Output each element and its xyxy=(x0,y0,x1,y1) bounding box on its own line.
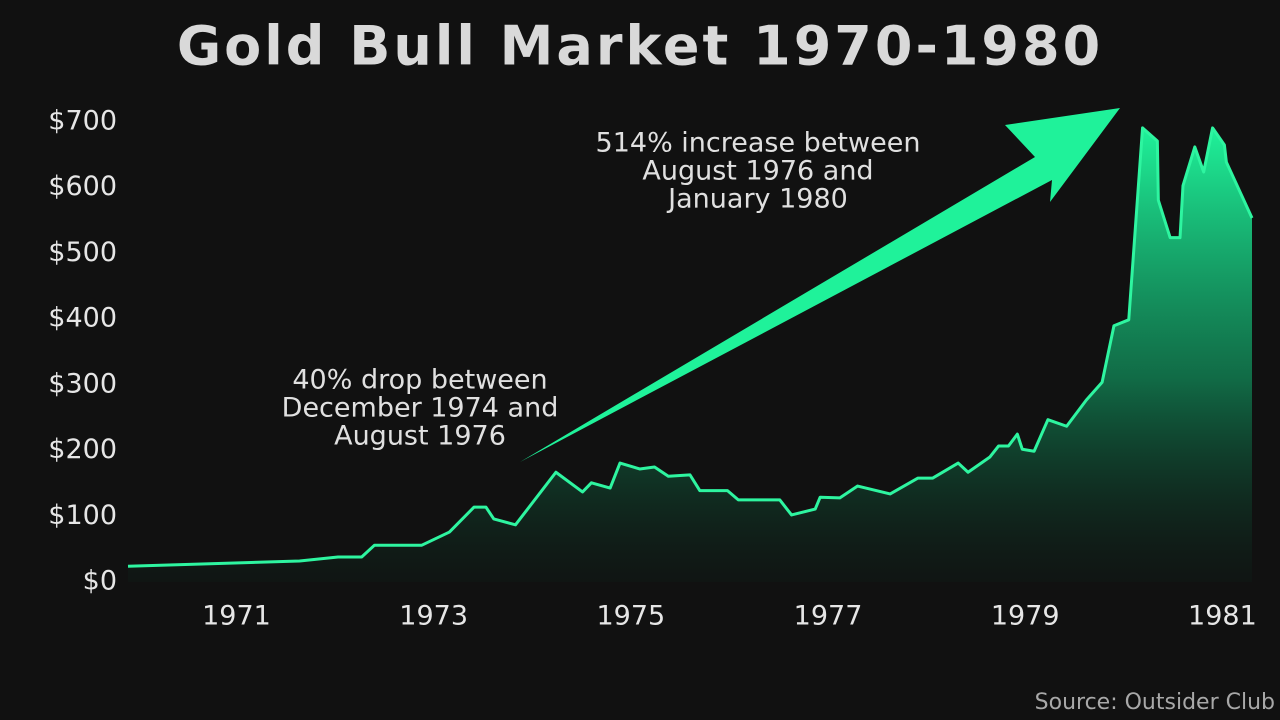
x-tick-label: 1971 xyxy=(202,601,271,632)
y-tick-label: $400 xyxy=(48,303,117,334)
annotation: 40% drop between xyxy=(292,365,547,396)
x-tick-label: 1977 xyxy=(794,601,863,632)
x-tick-label: 1973 xyxy=(399,601,468,632)
annotation: 514% increase between xyxy=(596,128,921,159)
y-tick-label: $500 xyxy=(48,237,117,268)
annotation: August 1976 and xyxy=(642,156,873,187)
y-tick-label: $200 xyxy=(48,434,117,465)
x-tick-label: 1981 xyxy=(1188,601,1257,632)
x-tick-label: 1979 xyxy=(991,601,1060,632)
x-tick-label: 1975 xyxy=(596,601,665,632)
annotation: December 1974 and xyxy=(282,393,559,424)
arrow xyxy=(520,108,1120,462)
y-tick-label: $0 xyxy=(83,566,117,597)
y-tick-label: $700 xyxy=(48,106,117,137)
annotation: January 1980 xyxy=(666,184,848,215)
y-tick-label: $300 xyxy=(48,368,117,399)
chart-title: Gold Bull Market 1970-1980 xyxy=(177,15,1103,78)
y-tick-label: $600 xyxy=(48,171,117,202)
source: Source: Outsider Club xyxy=(1035,690,1275,715)
annotation: August 1976 xyxy=(334,421,506,452)
y-tick-label: $100 xyxy=(48,500,117,531)
price-line xyxy=(127,126,1254,568)
